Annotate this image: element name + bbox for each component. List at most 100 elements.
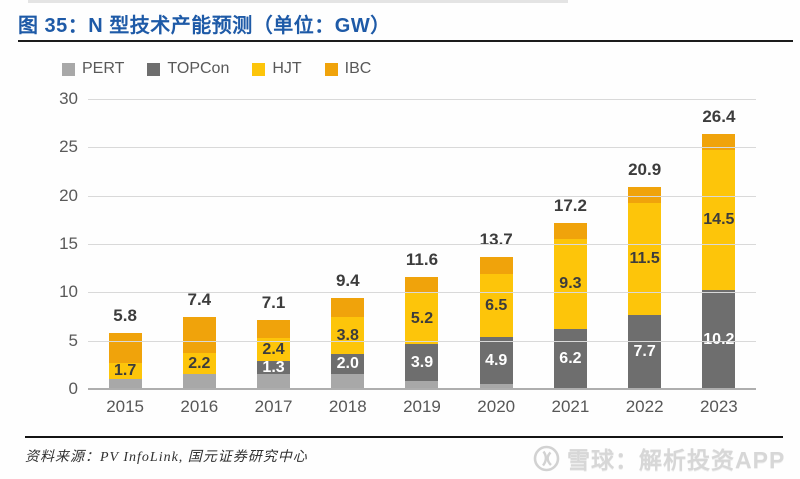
segment-value-label: 2.2 — [188, 354, 211, 372]
bar-total-label-2019: 11.6 — [405, 250, 439, 269]
x-axis-labels: 2015 2016 2017 2018 2019 2020 2021 2022 2023 — [88, 397, 756, 417]
legend-swatch-topcon — [147, 62, 161, 76]
bar-segment-topcon-2022: 7.7 — [628, 315, 662, 389]
segment-value-label: 2.4 — [262, 340, 285, 358]
title-underline — [18, 40, 793, 42]
segment-value-label: 14.5 — [703, 211, 735, 228]
x-axis-label-2022: 2022 — [625, 397, 664, 416]
bars-container: 1.7 5.8 2.2 7.4 1.3 2.4 7.1 2.0 3.8 9.4 3.9 5.2 11.6… — [88, 99, 756, 389]
bar-total-label-2018: 9.4 — [335, 271, 360, 290]
chart-area: 0 5 10 15 20 25 30 1.7 5.8 2.2 7.4 1.3 2.4 7.1 2.0 3.8… — [0, 89, 800, 429]
bar-segment-ibc-2021 — [553, 223, 587, 239]
segment-value-label: 1.7 — [113, 362, 137, 379]
x-axis-label-2018: 2018 — [328, 397, 367, 416]
y-axis-tick-label: 0 — [68, 379, 78, 398]
bar-segment-topcon-2017: 1.3 — [257, 358, 291, 376]
y-axis-tick-label: 5 — [68, 330, 78, 350]
legend-item-hjt: HJT — [252, 60, 302, 78]
watermark: 雪球：解析投资APP — [533, 441, 785, 475]
x-axis-label-2017: 2017 — [254, 397, 293, 416]
gridline-20 — [88, 195, 756, 197]
bar-total-label-2017: 7.1 — [261, 293, 286, 312]
bar-segment-hjt-2022: 11.5 — [628, 203, 662, 315]
segment-value-label: 9.3 — [559, 275, 582, 292]
bar-segment-ibc-2017 — [257, 320, 291, 338]
legend-swatch-ibc — [324, 62, 338, 76]
bar-total-label-2016: 7.4 — [187, 290, 212, 309]
bar-group-2020: 4.9 6.5 13.7 — [479, 230, 513, 389]
gridline-25 — [88, 147, 756, 149]
segment-value-label: 2.0 — [336, 355, 359, 372]
legend-swatch-hjt — [252, 62, 266, 76]
bar-segment-ibc-2022 — [628, 187, 662, 203]
legend-label-pert: PERT — [82, 60, 125, 77]
bar-segment-ibc-2020 — [479, 257, 513, 274]
gridline-30 — [88, 99, 756, 100]
x-axis-label-2020: 2020 — [477, 397, 516, 416]
y-axis-tick-label: 10 — [59, 282, 78, 302]
bar-group-2021: 6.2 9.3 17.2 — [553, 196, 587, 389]
segment-value-label: 3.9 — [410, 353, 434, 371]
y-axis-tick-label: 15 — [59, 234, 78, 253]
bar-segment-ibc-2015 — [108, 333, 142, 363]
segment-value-label: 1.3 — [262, 358, 285, 376]
legend-item-topcon: TOPCon — [147, 60, 229, 78]
top-shade-line — [28, 0, 568, 3]
bar-segment-ibc-2019 — [405, 277, 439, 293]
bar-segment-topcon-2023: 10.2 — [702, 290, 736, 389]
bar-group-2015: 1.7 5.8 — [108, 306, 142, 389]
bar-segment-ibc-2018 — [331, 298, 365, 317]
segment-value-label: 6.5 — [485, 296, 508, 314]
y-axis-labels: 0 5 10 15 20 25 30 — [0, 89, 78, 398]
bar-segment-hjt-2015: 1.7 — [108, 362, 142, 379]
legend-swatch-pert — [62, 62, 75, 76]
bar-segment-hjt-2020: 6.5 — [479, 274, 513, 337]
bar-group-2018: 2.0 3.8 9.4 — [331, 271, 365, 389]
plot-area: 1.7 5.8 2.2 7.4 1.3 2.4 7.1 2.0 3.8 9.4 3.9 5.2 11.6… — [88, 99, 756, 390]
bar-group-2016: 2.2 7.4 — [182, 290, 216, 389]
bar-total-label-2023: 26.4 — [702, 107, 736, 126]
x-axis-label-2015: 2015 — [106, 397, 145, 416]
bar-segment-topcon-2019: 3.9 — [405, 344, 439, 381]
bar-segment-ibc-2023 — [702, 134, 736, 150]
xueqiu-snowball-logo-icon — [533, 445, 560, 471]
x-axis-label-2016: 2016 — [180, 397, 219, 416]
legend-label-ibc: IBC — [344, 60, 372, 77]
bar-segment-hjt-2016: 2.2 — [182, 353, 216, 374]
segment-value-label: 4.9 — [485, 351, 508, 369]
bar-total-label-2022: 20.9 — [628, 160, 662, 179]
legend-label-topcon: TOPCon — [167, 60, 230, 77]
gridline-15 — [88, 244, 756, 245]
bar-segment-hjt-2017: 2.4 — [257, 338, 291, 361]
y-axis-tick-label: 25 — [59, 137, 78, 157]
segment-value-label: 3.8 — [336, 326, 359, 344]
legend-item-pert: PERT — [62, 60, 124, 78]
y-axis-tick-label: 30 — [59, 89, 78, 108]
footer-rule — [25, 436, 783, 438]
bar-group-2022: 7.7 11.5 20.9 — [628, 160, 662, 389]
segment-value-label: 11.5 — [629, 250, 660, 267]
x-axis-line — [88, 388, 756, 390]
bar-segment-ibc-2016 — [182, 317, 216, 353]
gridline-5 — [88, 340, 756, 342]
bar-total-label-2021: 17.2 — [553, 196, 587, 215]
gridline-10 — [88, 292, 756, 294]
legend-label-hjt: HJT — [272, 60, 302, 77]
bar-segment-topcon-2020: 4.9 — [479, 337, 513, 384]
segment-value-label: 10.2 — [703, 330, 735, 348]
segment-value-label: 6.2 — [559, 350, 582, 367]
watermark-text: 雪球：解析投资APP — [567, 447, 786, 473]
bar-segment-pert-2017 — [257, 374, 291, 389]
chart-legend: PERT TOPCon HJT IBC — [62, 60, 371, 78]
bar-segment-hjt-2018: 3.8 — [331, 317, 365, 354]
bar-total-label-2015: 5.8 — [113, 306, 137, 325]
bar-group-2023: 10.2 14.5 26.4 — [702, 107, 736, 389]
bar-segment-pert-2018 — [331, 374, 365, 389]
bar-segment-topcon-2021: 6.2 — [553, 329, 587, 389]
x-axis-label-2023: 2023 — [699, 397, 738, 416]
segment-value-label: 7.7 — [633, 343, 656, 360]
bar-group-2017: 1.3 2.4 7.1 — [257, 293, 291, 389]
bar-segment-hjt-2019: 5.2 — [405, 293, 439, 344]
bar-segment-pert-2016 — [182, 374, 216, 389]
